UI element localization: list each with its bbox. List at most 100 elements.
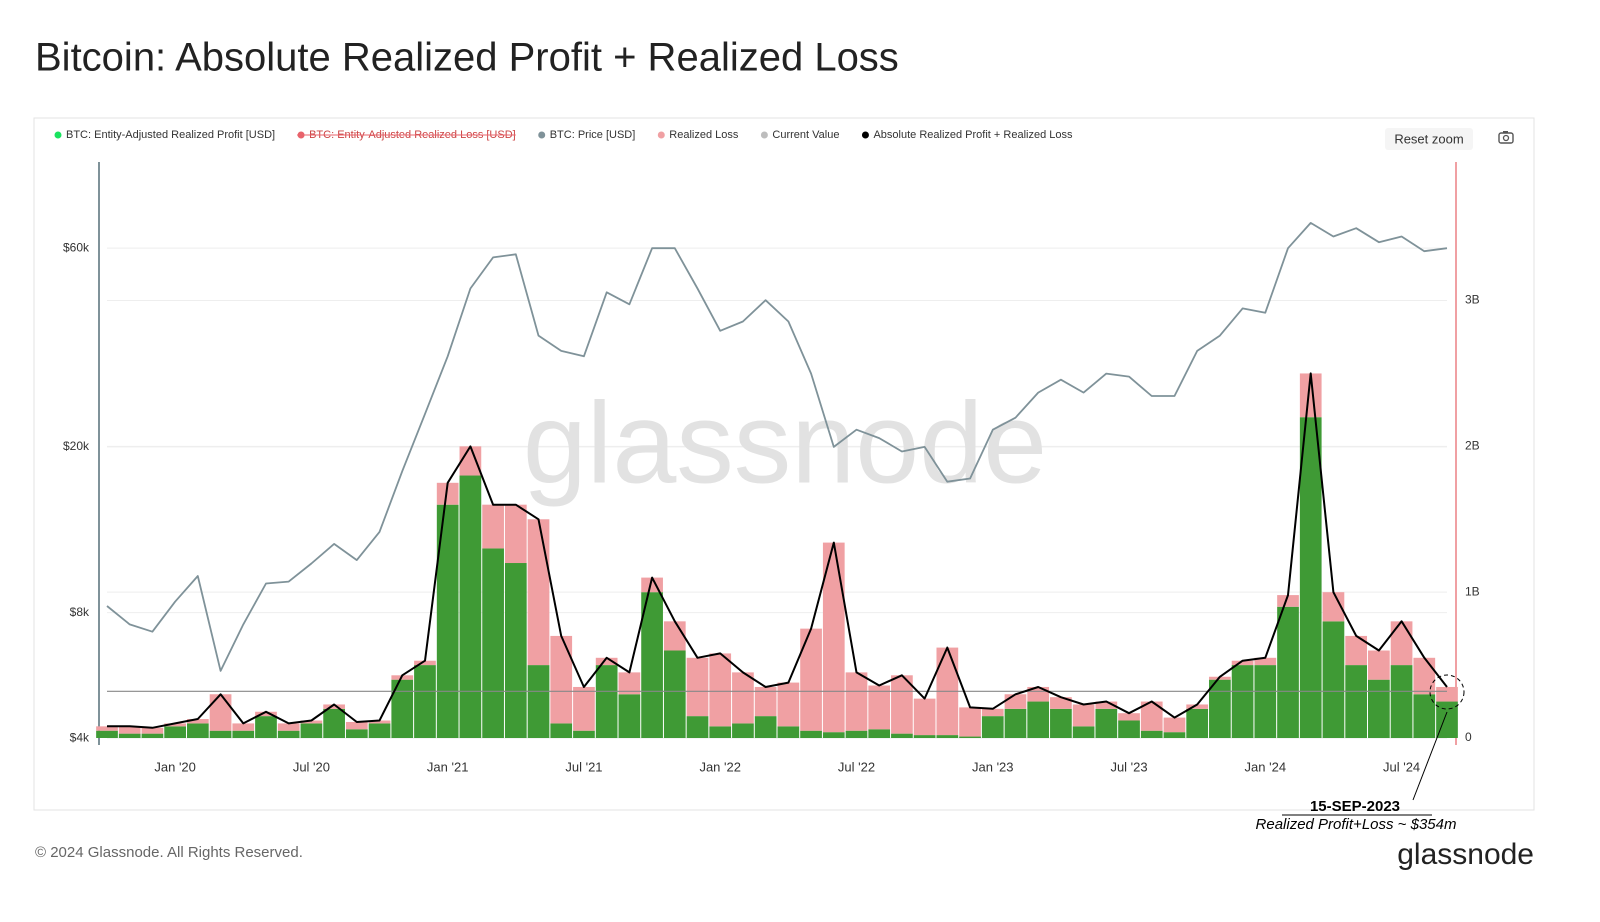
bar — [595, 657, 618, 666]
reset-zoom-label[interactable]: Reset zoom — [1394, 131, 1463, 146]
bar — [913, 735, 936, 739]
bar — [1254, 665, 1277, 739]
bar — [1163, 732, 1186, 739]
bar — [414, 660, 436, 666]
bar — [641, 592, 663, 739]
legend-label: BTC: Price [USD] — [550, 129, 636, 141]
bar — [209, 730, 232, 739]
bar — [1345, 665, 1368, 739]
bar — [1186, 704, 1209, 709]
bar — [1436, 701, 1458, 739]
bar — [845, 672, 868, 731]
bar — [1027, 701, 1050, 739]
bar — [1254, 657, 1277, 666]
bar — [1163, 717, 1186, 733]
legend-label: BTC: Entity-Adjusted Realized Profit [US… — [66, 129, 275, 141]
bar — [1118, 720, 1140, 739]
bar — [1390, 665, 1413, 739]
annotation-text: Realized Profit+Loss ~ $354m — [1256, 816, 1457, 833]
bar — [686, 716, 709, 739]
bar — [709, 726, 732, 739]
bar — [186, 719, 209, 724]
y2-tick-label: 1B — [1465, 584, 1480, 598]
x-tick-label: Jan '21 — [427, 759, 469, 774]
y-tick-label: $8k — [70, 605, 90, 619]
bar — [891, 675, 913, 734]
bar — [1390, 621, 1413, 666]
x-tick-label: Jul '20 — [293, 759, 330, 774]
bar — [573, 686, 595, 731]
bar — [1322, 621, 1345, 739]
bar — [232, 723, 255, 731]
bar — [1072, 704, 1095, 727]
bar — [1050, 697, 1072, 709]
bar — [277, 730, 300, 739]
legend-label: Absolute Realized Profit + Realized Loss — [873, 129, 1073, 141]
bar — [164, 723, 186, 727]
bar — [436, 482, 459, 505]
bar — [1004, 694, 1027, 709]
bar — [709, 653, 732, 727]
bar — [1277, 595, 1299, 607]
bar — [1231, 665, 1254, 739]
x-tick-label: Jan '23 — [972, 759, 1014, 774]
bar — [459, 475, 482, 739]
bar — [232, 730, 255, 739]
bar — [1004, 708, 1027, 739]
legend-marker — [538, 131, 546, 139]
bar — [1186, 708, 1209, 739]
bar — [391, 679, 414, 739]
bar — [118, 726, 141, 734]
reset-zoom-button[interactable] — [1385, 128, 1473, 150]
plot-area: $4k $8k $20k $60k 0 1B 2B 3B Jan '20 Jul '20 Jan '… — [63, 162, 1480, 774]
bar — [981, 708, 1004, 717]
bar — [323, 704, 345, 709]
bar — [482, 504, 504, 549]
bar — [1140, 701, 1163, 731]
bar — [1413, 694, 1436, 739]
bar — [1413, 657, 1436, 695]
bar — [345, 729, 368, 739]
bar — [1299, 373, 1322, 418]
bar — [368, 723, 391, 739]
bar — [323, 708, 345, 739]
bar — [959, 707, 981, 737]
bar — [118, 733, 141, 739]
camera-icon[interactable] — [1498, 131, 1514, 144]
bar — [959, 736, 981, 739]
legend-label: Realized Loss — [669, 129, 739, 141]
bar — [822, 732, 845, 739]
bar — [891, 733, 913, 739]
x-tick-label: Jul '21 — [565, 759, 602, 774]
bar — [868, 729, 891, 739]
bar — [368, 720, 391, 724]
bar — [436, 504, 459, 739]
x-tick-label: Jan '20 — [154, 759, 196, 774]
y-tick-label: $4k — [70, 730, 90, 744]
bar — [573, 730, 595, 739]
bar — [277, 723, 300, 731]
bar — [686, 657, 709, 717]
bar — [1209, 679, 1231, 739]
x-tick-label: Jan '24 — [1245, 759, 1287, 774]
series-line — [107, 372, 1448, 729]
bar — [550, 635, 573, 724]
bar — [1436, 686, 1458, 702]
bar — [663, 650, 686, 739]
legend-marker — [760, 131, 768, 139]
bar — [504, 563, 527, 739]
bar — [595, 665, 618, 739]
bar — [345, 721, 368, 730]
bar — [1299, 417, 1322, 739]
legend-marker — [861, 131, 869, 139]
bar — [1368, 679, 1390, 739]
bar — [1050, 708, 1072, 739]
legend-marker — [54, 131, 62, 139]
bar — [618, 694, 641, 739]
annotation-pointer — [1412, 711, 1448, 801]
bar — [777, 726, 800, 739]
x-tick-label: Jul '22 — [838, 759, 875, 774]
logo: glassnode — [1397, 838, 1534, 871]
x-tick-label: Jan '22 — [699, 759, 741, 774]
